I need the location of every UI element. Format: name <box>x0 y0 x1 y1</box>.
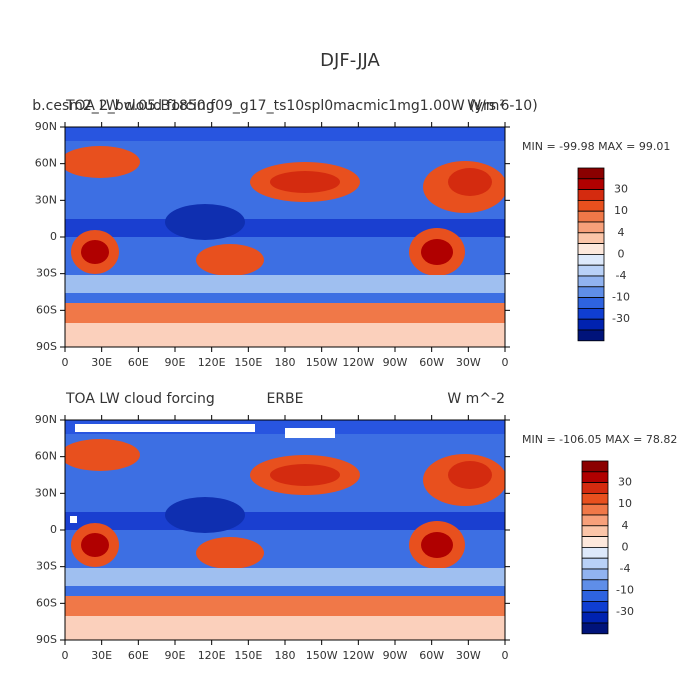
lon-label: 60E <box>128 649 149 662</box>
lon-label: 0 <box>502 356 509 369</box>
colorbar-box <box>581 492 609 505</box>
lon-label: 0 <box>502 649 509 662</box>
lon-label: 0 <box>62 649 69 662</box>
lon-label: 30E <box>91 649 112 662</box>
colorbar-box <box>577 178 605 191</box>
lon-label: 60E <box>128 356 149 369</box>
colorbar-label: -30 <box>616 605 634 618</box>
map-field <box>65 127 505 347</box>
lon-label: 180 <box>275 356 296 369</box>
colorbar-box <box>581 514 609 527</box>
lon-label: 150E <box>234 356 262 369</box>
colorbar-box <box>577 329 605 342</box>
lon-label: 120W <box>342 649 374 662</box>
colorbar-label: -10 <box>616 584 634 597</box>
colorbar-box <box>581 536 609 548</box>
left-title: TOA LW cloud forcing <box>65 391 215 407</box>
lon-label: 150W <box>306 356 338 369</box>
colorbar-box <box>577 210 605 223</box>
lat-label: 60S <box>36 303 57 316</box>
lon-label: 30W <box>456 356 481 369</box>
lon-label: 30E <box>91 356 112 369</box>
colorbar-box <box>577 318 605 331</box>
colorbar-box <box>577 243 605 255</box>
lon-label: 90E <box>165 356 186 369</box>
colorbar-box <box>581 471 609 483</box>
left-title: TOA LW cloud forcing <box>65 98 215 114</box>
colorbar-box <box>577 221 605 234</box>
colorbar-box <box>581 557 609 570</box>
lon-label: 150E <box>234 649 262 662</box>
colorbar-label: 30 <box>618 476 632 489</box>
lon-label: 120E <box>198 649 226 662</box>
lat-label: 0 <box>50 523 57 536</box>
colorbar-box <box>581 601 609 613</box>
page-title: DJF-JJA <box>320 50 380 71</box>
map-field <box>65 420 505 640</box>
colorbar-label: 10 <box>618 497 632 510</box>
colorbar-box <box>581 482 609 494</box>
colorbar-box <box>577 297 605 309</box>
colorbar-box <box>577 286 605 298</box>
colorbar-label: 4 <box>618 226 625 239</box>
lon-label: 0 <box>62 356 69 369</box>
lon-label: 90W <box>383 649 408 662</box>
lat-label: 60N <box>35 157 57 170</box>
lat-label: 60S <box>36 596 57 609</box>
colorbar-box <box>581 525 609 537</box>
lat-label: 60N <box>35 450 57 463</box>
lat-label: 90N <box>35 120 57 133</box>
colorbar-box <box>577 307 605 320</box>
lon-label: 60W <box>419 356 444 369</box>
colorbar-label: 10 <box>614 204 628 217</box>
right-title: W/m² <box>467 98 505 114</box>
colorbar-label: -4 <box>616 269 627 282</box>
colorbar-box <box>581 547 609 559</box>
colorbar-box <box>577 199 605 212</box>
colorbar-label: 30 <box>614 183 628 196</box>
colorbar-box <box>581 568 609 581</box>
colorbar-box <box>581 622 609 635</box>
colorbar-label: 0 <box>622 540 629 553</box>
colorbar-box <box>577 264 605 277</box>
lon-label: 120E <box>198 356 226 369</box>
colorbar-label: -10 <box>612 291 630 304</box>
lon-label: 90W <box>383 356 408 369</box>
colorbar-box <box>581 460 609 473</box>
lon-label: 90E <box>165 649 186 662</box>
colorbar-box <box>581 611 609 624</box>
stats: MIN = -106.05 MAX = 78.82 <box>522 433 677 446</box>
lon-label: 60W <box>419 649 444 662</box>
lat-label: 90S <box>36 633 57 646</box>
colorbar-box <box>577 275 605 288</box>
lat-label: 30S <box>36 560 57 573</box>
colorbar-label: 0 <box>618 247 625 260</box>
colorbar-box <box>577 167 605 180</box>
lon-label: 120W <box>342 356 374 369</box>
lon-label: 180 <box>275 649 296 662</box>
stats: MIN = -99.98 MAX = 99.01 <box>522 140 670 153</box>
lat-label: 90S <box>36 340 57 353</box>
lat-label: 90N <box>35 413 57 426</box>
lon-label: 150W <box>306 649 338 662</box>
lat-label: 30N <box>35 193 57 206</box>
center-title: ERBE <box>266 391 303 407</box>
lat-label: 0 <box>50 230 57 243</box>
colorbar-box <box>577 253 605 266</box>
colorbar-label: 4 <box>622 519 629 532</box>
center-title: b.cesm2_2_bw.05.B1850.f09_g17_ts10spl0ma… <box>32 98 537 114</box>
lat-label: 30N <box>35 486 57 499</box>
right-title: W m^-2 <box>447 391 505 407</box>
colorbar-box <box>581 579 609 591</box>
colorbar-box <box>577 189 605 201</box>
colorbar-box <box>581 503 609 516</box>
lat-label: 30S <box>36 267 57 280</box>
colorbar-label: -4 <box>620 562 631 575</box>
lon-label: 30W <box>456 649 481 662</box>
colorbar-label: -30 <box>612 312 630 325</box>
colorbar-box <box>581 590 609 602</box>
colorbar-box <box>577 232 605 245</box>
